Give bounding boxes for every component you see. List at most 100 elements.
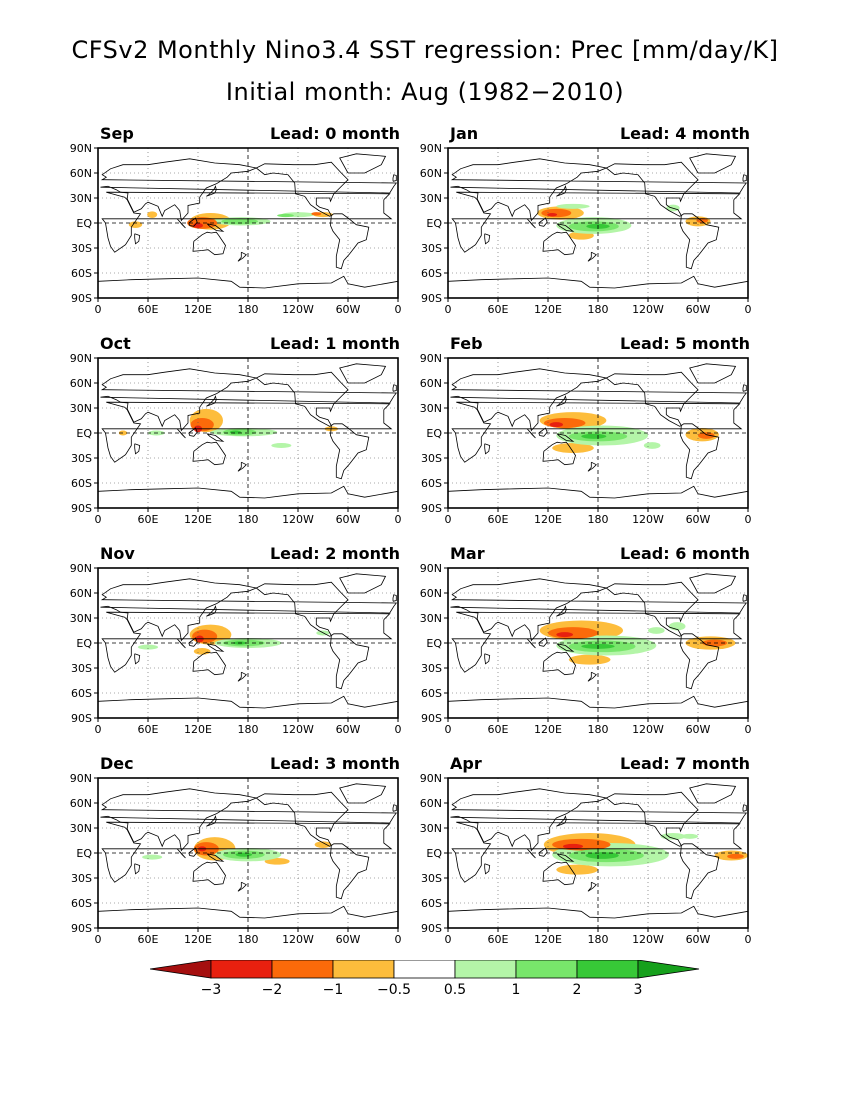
- coastline: [448, 275, 748, 289]
- colorbar-label: −3: [201, 982, 222, 998]
- coastline: [538, 217, 548, 227]
- coastline: [451, 401, 743, 463]
- coastline: [538, 637, 548, 647]
- panel-lead: Lead: 1 month: [269, 334, 400, 353]
- latitude-label: 60S: [421, 897, 442, 910]
- latitude-label: 90S: [421, 292, 442, 305]
- coastline: [339, 573, 387, 594]
- dry-anomaly-area: [192, 629, 218, 643]
- coastline: [680, 843, 720, 900]
- longitude-label: 60E: [488, 513, 509, 526]
- coastline: [680, 213, 720, 270]
- longitude-label: 180: [588, 723, 609, 736]
- coastline: [330, 213, 370, 270]
- dry-anomaly-area: [563, 843, 583, 849]
- coastline: [556, 605, 567, 617]
- colorbar-label: −1: [323, 982, 344, 998]
- coastline: [689, 783, 737, 804]
- coastline: [188, 637, 198, 647]
- longitude-label: 120E: [534, 933, 562, 946]
- colorbar: −3 −2 −1 −0.5 0.5 1 2 3: [150, 960, 700, 998]
- coastline: [606, 581, 699, 637]
- dry-anomaly-area: [193, 648, 211, 655]
- longitude-label: 180: [238, 723, 259, 736]
- longitude-label: 60E: [138, 933, 159, 946]
- latitude-label: EQ: [76, 217, 92, 230]
- wet-anomaly-area: [648, 627, 665, 634]
- latitude-label: 90N: [420, 142, 442, 155]
- longitude-label: 60W: [336, 303, 361, 316]
- coastline: [330, 633, 370, 690]
- dry-anomaly-area: [314, 841, 332, 848]
- dry-anomaly-area: [727, 853, 744, 859]
- latitude-label: 30S: [71, 242, 92, 255]
- longitude-label: 0: [745, 723, 752, 736]
- figure-subtitle: Initial month: Aug (1982−2010): [225, 78, 625, 106]
- dry-anomaly-area: [552, 443, 594, 453]
- coastline: [538, 427, 548, 437]
- coastline: [100, 368, 398, 432]
- coastline: [689, 153, 737, 174]
- coastline: [134, 653, 141, 665]
- coastline: [450, 788, 748, 852]
- latitude-label: 60N: [420, 587, 442, 600]
- coastline: [556, 185, 567, 197]
- panel-lead: Lead: 0 month: [269, 124, 400, 143]
- panel-month: Sep: [100, 124, 134, 143]
- dry-anomaly-area: [556, 864, 598, 875]
- panel-month: Feb: [450, 334, 483, 353]
- dry-anomaly-area: [698, 432, 715, 439]
- dry-anomaly-area: [128, 221, 143, 228]
- latitude-label: 60N: [420, 167, 442, 180]
- coastline: [587, 881, 597, 892]
- longitude-label: 120E: [534, 513, 562, 526]
- longitude-label: 0: [745, 303, 752, 316]
- latitude-label: 30N: [70, 612, 92, 625]
- coastline: [484, 443, 491, 455]
- coastline: [134, 443, 141, 455]
- colorbar-segment: [515, 960, 578, 979]
- dry-anomaly-area: [311, 212, 322, 216]
- map-panel: Jan Lead: 4 month 90N 60N 30N EQ 30S 60S 90S 0 60E…: [420, 124, 788, 338]
- coastline: [101, 401, 393, 463]
- latitude-label: 30S: [421, 452, 442, 465]
- coastline: [526, 218, 536, 229]
- longitude-label: 60W: [686, 513, 711, 526]
- latitude-label: 60N: [420, 377, 442, 390]
- longitude-label: 60W: [336, 933, 361, 946]
- colorbar-segment: [271, 960, 334, 979]
- map-panel: Nov Lead: 2 month 90N 60N 30N EQ 30S 60S 90S 0 60E…: [70, 544, 438, 758]
- coastline: [256, 161, 349, 217]
- coastline: [330, 423, 370, 480]
- longitude-label: 120E: [184, 513, 212, 526]
- coastline: [556, 223, 575, 232]
- latitude-label: 90S: [71, 922, 92, 935]
- coastline: [206, 395, 217, 407]
- coastline: [188, 427, 198, 437]
- figure-title: CFSv2 Monthly Nino3.4 SST regression: Pr…: [71, 36, 779, 64]
- coastline: [542, 441, 576, 466]
- coastline: [448, 905, 748, 919]
- latitude-label: EQ: [426, 637, 442, 650]
- latitude-label: 30S: [421, 242, 442, 255]
- coastline: [176, 638, 186, 649]
- longitude-label: 120W: [282, 723, 314, 736]
- longitude-label: 0: [395, 513, 402, 526]
- longitude-label: 60E: [488, 303, 509, 316]
- latitude-label: 90N: [70, 142, 92, 155]
- wet-anomaly-area: [581, 433, 607, 439]
- coastline: [339, 153, 387, 174]
- map-panel: Sep Lead: 0 month 90N 60N 30N EQ 30S 60S 90S 0 60E…: [70, 124, 438, 338]
- coastline: [742, 804, 747, 812]
- latitude-label: 30N: [420, 822, 442, 835]
- longitude-label: 60W: [686, 723, 711, 736]
- coastline: [100, 788, 398, 852]
- coastline: [451, 821, 743, 883]
- latitude-label: 60S: [71, 897, 92, 910]
- colorbar-segment: [393, 960, 456, 979]
- dry-anomaly-area: [118, 430, 128, 436]
